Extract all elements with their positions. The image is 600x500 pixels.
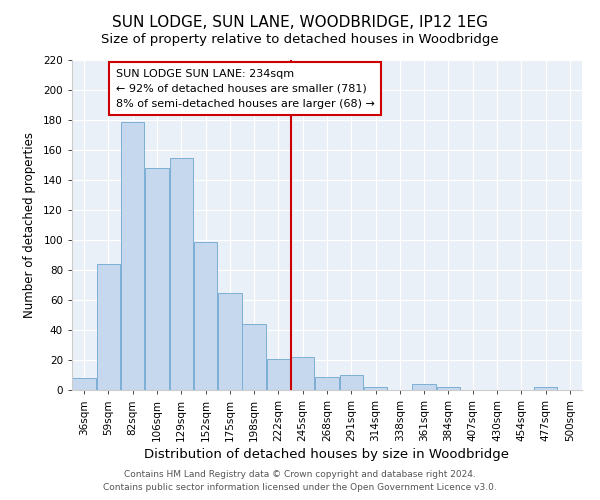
Bar [291,357,314,390]
Text: Size of property relative to detached houses in Woodbridge: Size of property relative to detached ho… [101,32,499,46]
Bar [315,376,339,390]
Bar [364,387,388,390]
Bar [145,168,169,390]
Bar [194,242,217,390]
Bar [266,358,290,390]
Bar [218,292,242,390]
Text: SUN LODGE SUN LANE: 234sqm
← 92% of detached houses are smaller (781)
8% of semi: SUN LODGE SUN LANE: 234sqm ← 92% of deta… [116,69,374,108]
Bar [97,264,120,390]
Text: SUN LODGE, SUN LANE, WOODBRIDGE, IP12 1EG: SUN LODGE, SUN LANE, WOODBRIDGE, IP12 1E… [112,15,488,30]
Bar [437,387,460,390]
Bar [412,384,436,390]
X-axis label: Distribution of detached houses by size in Woodbridge: Distribution of detached houses by size … [145,448,509,461]
Bar [340,375,363,390]
Y-axis label: Number of detached properties: Number of detached properties [23,132,36,318]
Bar [170,158,193,390]
Bar [242,324,266,390]
Bar [534,387,557,390]
Text: Contains HM Land Registry data © Crown copyright and database right 2024.
Contai: Contains HM Land Registry data © Crown c… [103,470,497,492]
Bar [73,378,96,390]
Bar [121,122,145,390]
